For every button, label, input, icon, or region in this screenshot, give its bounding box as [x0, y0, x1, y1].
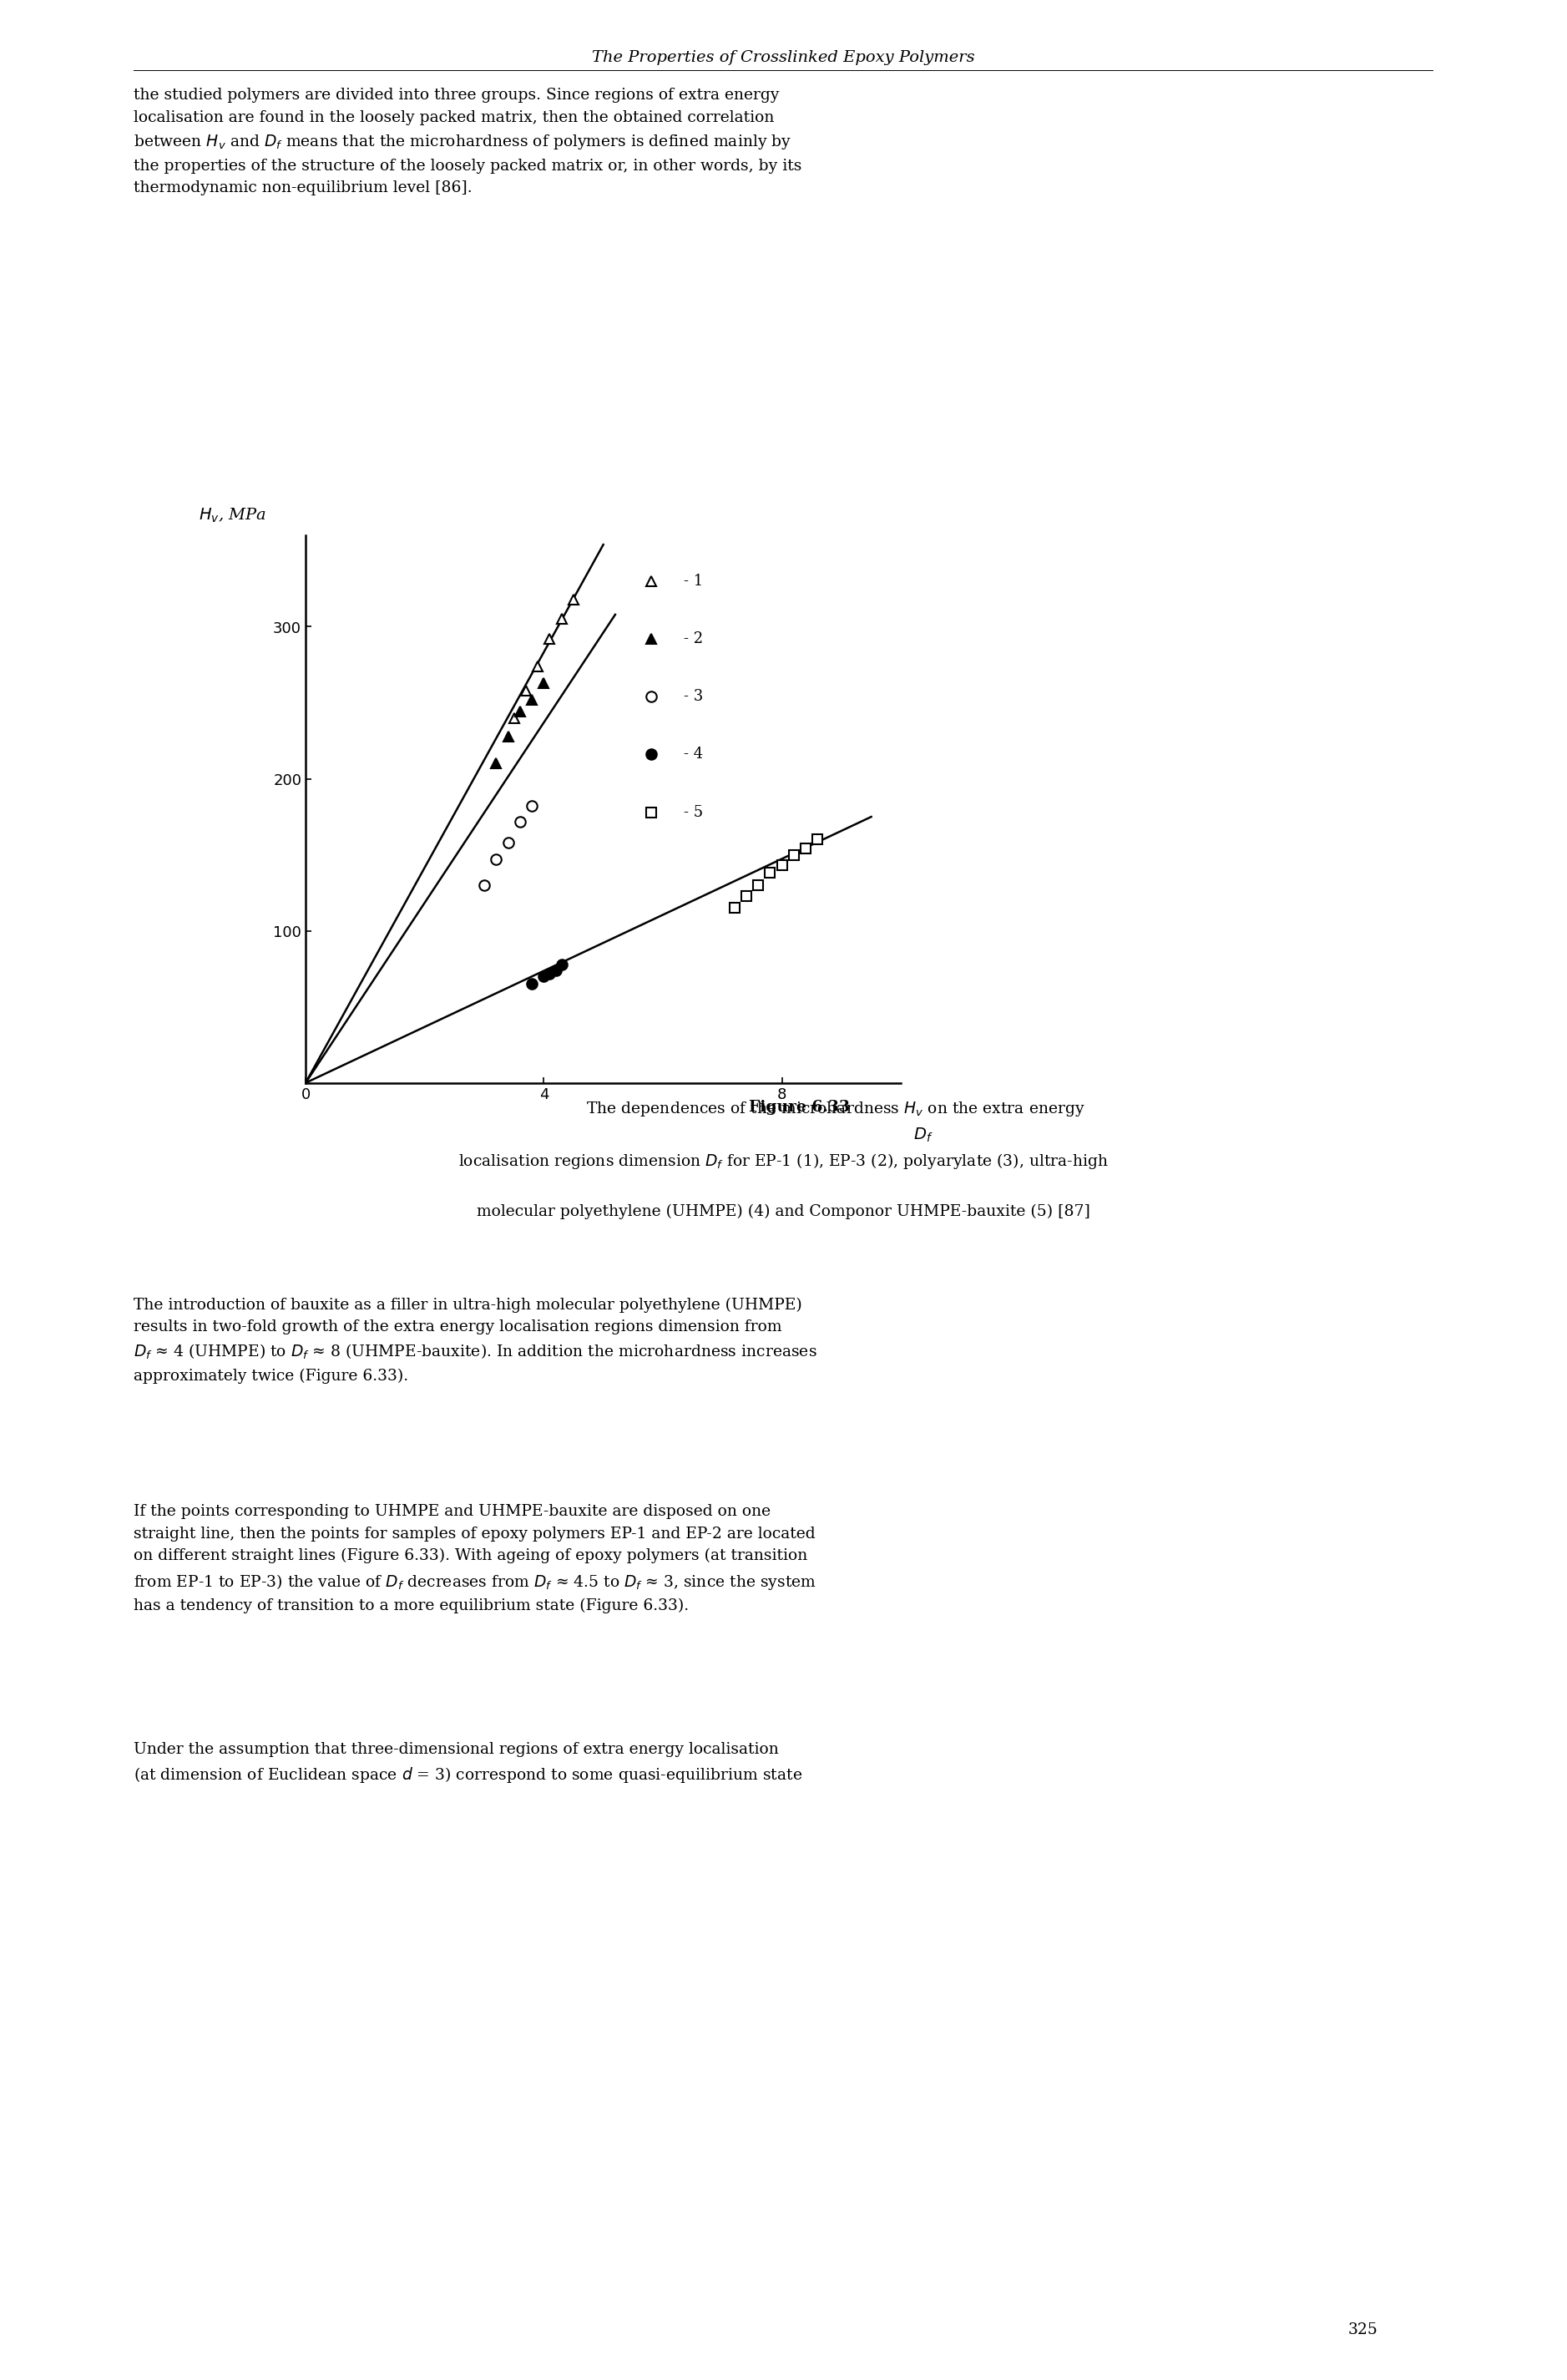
- Text: localisation regions dimension $D_f$ for EP-1 (1), EP-3 (2), polyarylate (3), ul: localisation regions dimension $D_f$ for…: [459, 1152, 1108, 1171]
- Text: - 3: - 3: [683, 690, 704, 704]
- Text: - 5: - 5: [683, 804, 704, 819]
- Text: $H_v$, MPa: $H_v$, MPa: [199, 507, 266, 524]
- Text: The Properties of Crosslinked Epoxy Polymers: The Properties of Crosslinked Epoxy Poly…: [592, 50, 975, 64]
- Text: $D_f$: $D_f$: [914, 1126, 932, 1145]
- Text: - 4: - 4: [683, 747, 704, 762]
- Text: If the points corresponding to UHMPE and UHMPE-bauxite are disposed on one
strai: If the points corresponding to UHMPE and…: [133, 1504, 816, 1614]
- Text: Figure 6.33: Figure 6.33: [716, 1100, 851, 1114]
- Text: the studied polymers are divided into three groups. Since regions of extra energ: the studied polymers are divided into th…: [133, 88, 801, 195]
- Text: molecular polyethylene (UHMPE) (4) and Componor UHMPE-bauxite (5) [87]: molecular polyethylene (UHMPE) (4) and C…: [476, 1204, 1091, 1219]
- Text: - 2: - 2: [683, 631, 704, 647]
- Text: The introduction of bauxite as a filler in ultra-high molecular polyethylene (UH: The introduction of bauxite as a filler …: [133, 1297, 816, 1383]
- Text: - 1: - 1: [683, 574, 704, 588]
- Text: The dependences of the microhardness $H_v$ on the extra energy: The dependences of the microhardness $H_…: [481, 1100, 1086, 1119]
- Text: 325: 325: [1348, 2323, 1379, 2337]
- Text: Under the assumption that three-dimensional regions of extra energy localisation: Under the assumption that three-dimensio…: [133, 1742, 802, 1785]
